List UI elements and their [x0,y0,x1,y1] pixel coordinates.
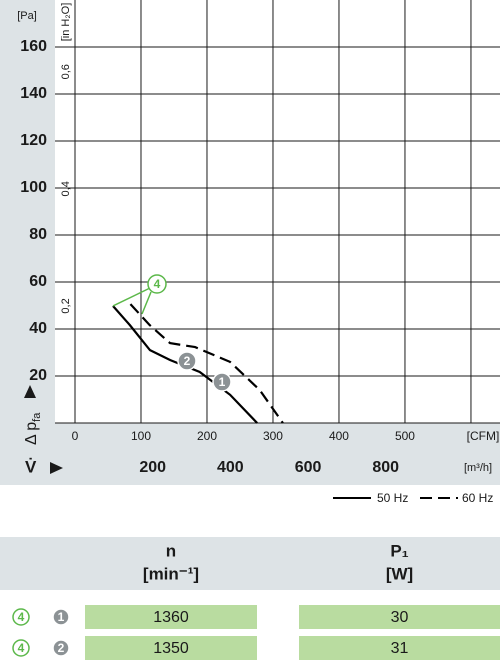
y-unit: [Pa] [17,10,37,22]
x-arrow [50,462,63,474]
y-tick-label: 120 [20,132,47,149]
table-header-band [0,537,500,590]
table-value: 30 [391,609,409,626]
y-label: Δ pfa [23,412,43,445]
marker-label: 1 [58,610,65,624]
leader-line [112,287,151,307]
series-line [129,303,284,424]
x-tick-label: 500 [395,429,415,443]
leader-line [141,291,152,315]
table-value: 1360 [153,609,189,626]
x2-tick-label: 800 [372,459,399,476]
table-value: 1350 [153,640,189,657]
table-header: P₁ [390,541,408,560]
marker-label: 2 [58,641,65,655]
marker-circle [177,351,197,371]
x-label: V̇ [25,457,37,476]
left-panel [0,0,55,485]
marker-circle [12,639,30,657]
y-label-main: Δ p [23,422,40,445]
table: n [min⁻¹] P₁ [W] 4 1 1360 30 4 2 1350 31 [12,541,500,660]
x-tick-label: 200 [197,429,217,443]
table-cell [85,605,257,629]
x-tick-label: 400 [329,429,349,443]
table-cell [85,636,257,660]
marker-label: 2 [184,354,191,368]
y-tick-label: 140 [20,85,47,102]
marker-label: 1 [219,375,226,389]
y-tick-label: 40 [29,320,47,337]
legend-label: 60 Hz [462,491,493,505]
table-unit: [W] [386,564,413,583]
marker-circle [52,639,70,657]
bottom-panel [0,423,500,485]
x-tick-label: 0 [72,429,79,443]
y-label-sub: fa [31,412,43,422]
marker-circle [147,274,167,294]
series-line [112,305,258,424]
x-tick-label: 100 [131,429,151,443]
y2-tick-label: 0,2 [60,298,72,313]
x2-tick-label: 200 [139,459,166,476]
x2-tick-label: 400 [217,459,244,476]
marker-circle [212,372,232,392]
table-header: n [166,541,176,560]
y-tick-label: 80 [29,226,47,243]
y-tick-label: 160 [20,38,47,55]
y2-tick-label: 0,6 [60,64,72,79]
y-arrow [24,385,36,398]
y2-tick-label: 0,4 [60,181,72,196]
table-cell [299,605,500,629]
table-value: 31 [391,640,409,657]
y-tick-label: 20 [29,367,47,384]
y-tick-label: 100 [20,179,47,196]
x-tick-label: 300 [263,429,283,443]
x2-unit: [m³/h] [464,462,492,474]
marker-label: 4 [18,641,25,655]
marker-label: 4 [18,610,25,624]
x2-tick-label: 600 [295,459,322,476]
marker-circle [52,608,70,626]
marker-circle [12,608,30,626]
table-unit: [min⁻¹] [143,564,199,583]
legend-label: 50 Hz [377,491,408,505]
marker-label: 4 [154,277,161,291]
x-tick-label: [CFM] [467,429,500,443]
y-tick-label: 60 [29,273,47,290]
table-cell [299,636,500,660]
y2-unit: [in H₂O] [60,3,72,42]
